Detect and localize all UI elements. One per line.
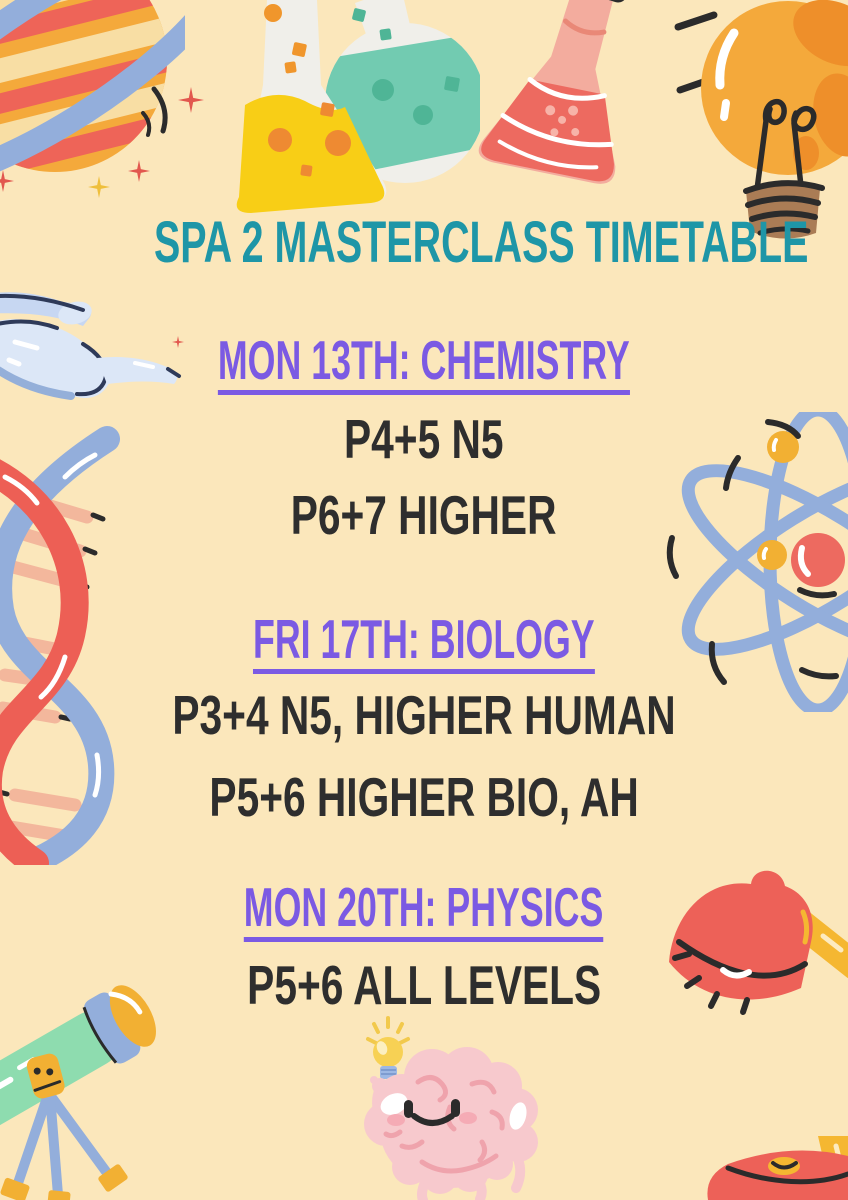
page-title-text: SPA 2 MASTERCLASS TIMETABLE — [153, 210, 809, 275]
lamp-base-icon — [707, 1136, 848, 1200]
chemistry-line-2: P6+7 HIGHER — [0, 488, 848, 543]
biology-line-1: P3+4 N5, HIGHER HUMAN — [0, 688, 848, 743]
sparkle-icon — [128, 160, 150, 182]
page-title: SPA 2 MASTERCLASS TIMETABLE — [0, 214, 848, 272]
sparkle-icon — [0, 170, 14, 192]
session-heading-biology: FRI 17TH: BIOLOGY — [0, 612, 848, 674]
red-flask-icon — [478, 0, 629, 184]
physics-line-1: P5+6 ALL LEVELS — [0, 958, 848, 1013]
biology-line-2-text: P5+6 HIGHER BIO, AH — [209, 766, 639, 828]
sparkle-icon — [88, 176, 110, 198]
brain-character-icon — [364, 1016, 538, 1200]
biology-line-2: P5+6 HIGHER BIO, AH — [0, 770, 848, 825]
flask-icons — [236, 0, 480, 213]
sparkle-icon — [178, 87, 204, 113]
session-heading-physics-text: MON 20TH: PHYSICS — [244, 880, 604, 942]
biology-line-1-text: P3+4 N5, HIGHER HUMAN — [172, 684, 676, 746]
session-heading-physics: MON 20TH: PHYSICS — [0, 880, 848, 942]
physics-line-1-text: P5+6 ALL LEVELS — [246, 954, 601, 1016]
chemistry-line-2-text: P6+7 HIGHER — [291, 484, 557, 546]
session-heading-chemistry: MON 13TH: CHEMISTRY — [0, 333, 848, 395]
planet-icon — [0, 0, 185, 180]
lightbulb-icon — [674, 0, 848, 239]
chemistry-line-1: P4+5 N5 — [0, 412, 848, 467]
chemistry-line-1-text: P4+5 N5 — [344, 408, 504, 470]
motion-lines-icon — [141, 86, 168, 137]
session-heading-biology-text: FRI 17TH: BIOLOGY — [253, 612, 595, 674]
session-heading-chemistry-text: MON 13TH: CHEMISTRY — [218, 333, 630, 395]
